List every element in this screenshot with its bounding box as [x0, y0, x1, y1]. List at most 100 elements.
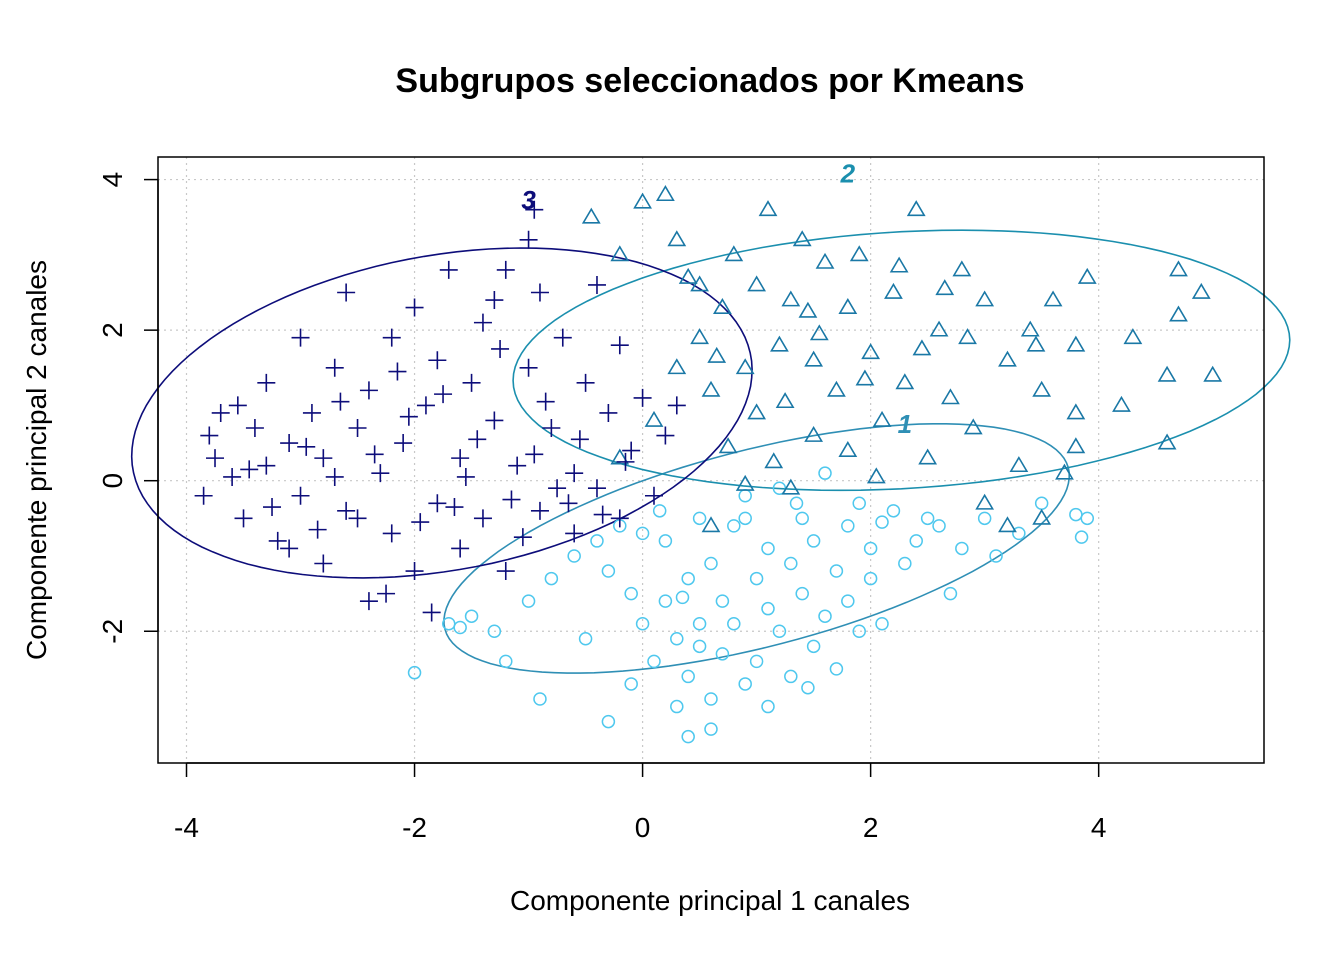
- point-cluster-2: [809, 324, 829, 341]
- point-cluster-1: [681, 571, 695, 586]
- point-cluster-1: [789, 496, 804, 511]
- point-cluster-2: [804, 350, 824, 367]
- point-cluster-2: [918, 448, 938, 465]
- point-cluster-2: [838, 441, 858, 457]
- point-cluster-2: [1020, 320, 1040, 337]
- point-cluster-1: [590, 534, 604, 548]
- point-cluster-3: [257, 373, 276, 392]
- y-tick-label: 4: [97, 172, 128, 188]
- point-cluster-3: [348, 509, 367, 528]
- point-cluster-2: [1043, 290, 1063, 307]
- point-cluster-2: [724, 245, 744, 262]
- point-cluster-3: [502, 490, 521, 509]
- point-cluster-2: [610, 448, 630, 465]
- point-cluster-1: [635, 526, 650, 541]
- point-cluster-2: [1055, 463, 1074, 480]
- point-cluster-1: [601, 564, 616, 578]
- point-cluster-3: [416, 396, 435, 415]
- point-cluster-2: [1169, 260, 1188, 277]
- point-cluster-3: [268, 531, 287, 550]
- point-cluster-3: [382, 524, 401, 543]
- point-cluster-3: [331, 392, 350, 411]
- point-cluster-2: [1077, 267, 1097, 284]
- point-cluster-3: [587, 479, 606, 498]
- point-cluster-2: [963, 418, 983, 435]
- point-cluster-2: [1157, 365, 1177, 382]
- point-cluster-1: [920, 511, 935, 526]
- point-cluster-3: [325, 358, 344, 377]
- point-cluster-1: [704, 692, 718, 706]
- point-cluster-3: [240, 460, 259, 479]
- x-tick-label: 0: [635, 812, 651, 843]
- point-cluster-1: [886, 504, 901, 518]
- point-cluster-3: [616, 452, 635, 471]
- point-cluster-3: [211, 403, 230, 422]
- point-cluster-3: [337, 501, 356, 520]
- point-cluster-3: [519, 230, 538, 249]
- point-cluster-3: [245, 419, 264, 438]
- point-cluster-3: [434, 385, 453, 404]
- point-cluster-3: [200, 426, 219, 445]
- y-tick-label: 2: [97, 322, 128, 338]
- point-cluster-3: [576, 373, 595, 392]
- point-cluster-2: [718, 437, 738, 454]
- point-cluster-1: [818, 609, 832, 623]
- point-cluster-1: [852, 624, 866, 639]
- point-cluster-3: [456, 467, 475, 486]
- point-cluster-2: [690, 328, 709, 345]
- point-cluster-3: [525, 445, 544, 464]
- point-cluster-1: [738, 677, 752, 691]
- point-cluster-2: [1026, 335, 1046, 352]
- point-cluster-3: [280, 434, 299, 453]
- point-cluster-2: [861, 343, 881, 360]
- point-cluster-3: [565, 524, 584, 543]
- point-cluster-2: [912, 339, 932, 356]
- cluster-label-3: 3: [521, 185, 536, 215]
- point-cluster-3: [399, 407, 418, 426]
- point-cluster-2: [889, 256, 909, 273]
- point-cluster-1: [670, 699, 684, 714]
- point-cluster-2: [764, 452, 784, 469]
- point-cluster-1: [692, 639, 707, 654]
- point-cluster-2: [644, 410, 664, 427]
- point-cluster-2: [667, 358, 687, 375]
- y-axis-label: Componente principal 2 canales: [21, 260, 52, 660]
- point-cluster-1: [806, 639, 821, 654]
- point-cluster-3: [622, 441, 641, 460]
- point-cluster-2: [1032, 380, 1052, 397]
- point-cluster-1: [1034, 496, 1049, 511]
- point-cluster-1: [1074, 530, 1089, 544]
- cluster-label-1: 1: [898, 409, 912, 439]
- point-cluster-1: [761, 699, 775, 714]
- point-cluster-3: [337, 283, 356, 302]
- point-cluster-3: [468, 430, 487, 449]
- point-cluster-2: [906, 200, 926, 217]
- point-cluster-1: [749, 571, 764, 586]
- point-cluster-1: [784, 669, 798, 684]
- point-cluster-1: [795, 511, 809, 526]
- point-cluster-3: [519, 358, 538, 377]
- point-cluster-1: [955, 541, 969, 556]
- point-cluster-1: [841, 519, 855, 533]
- point-cluster-1: [863, 541, 878, 556]
- point-cluster-2: [701, 380, 721, 397]
- point-cluster-3: [234, 509, 253, 528]
- point-cluster-1: [670, 632, 684, 646]
- point-cluster-1: [841, 594, 855, 608]
- point-cluster-2: [655, 185, 675, 202]
- point-cluster-1: [681, 729, 695, 744]
- point-cluster-3: [599, 403, 618, 422]
- point-cluster-1: [795, 586, 809, 601]
- point-cluster-3: [570, 430, 589, 449]
- point-cluster-2: [1066, 335, 1086, 352]
- point-cluster-3: [633, 388, 652, 407]
- point-cluster-1: [989, 549, 1003, 563]
- point-cluster-3: [536, 392, 555, 411]
- point-cluster-1: [704, 556, 718, 571]
- point-cluster-2: [667, 230, 687, 247]
- point-cluster-3: [525, 200, 544, 219]
- point-cluster-3: [445, 498, 464, 517]
- x-axis-label: Componente principal 1 canales: [510, 885, 910, 916]
- point-cluster-2: [855, 369, 875, 386]
- point-cluster-3: [559, 494, 578, 513]
